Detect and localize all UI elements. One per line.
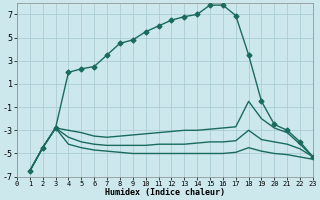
X-axis label: Humidex (Indice chaleur): Humidex (Indice chaleur) [105,188,225,197]
